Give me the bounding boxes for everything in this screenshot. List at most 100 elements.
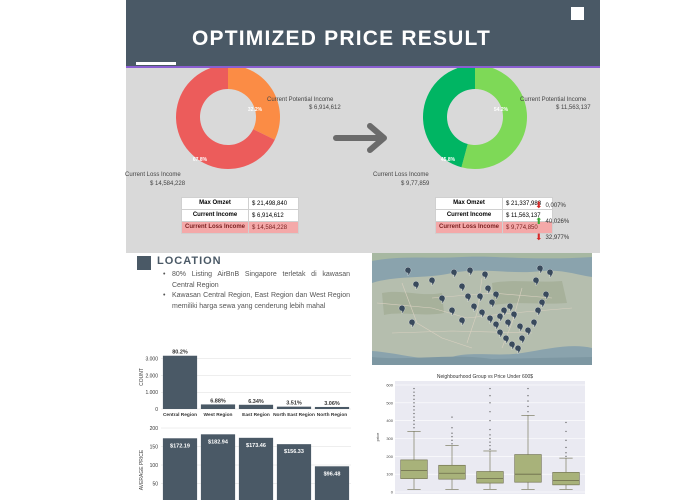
bar-data-label: $182.94 (208, 439, 229, 445)
metric-label: Current Loss Income (434, 221, 504, 234)
box-outlier (413, 409, 415, 411)
box (476, 471, 504, 484)
y-tick-label: 300 (386, 436, 393, 441)
location-title: LOCATION (157, 255, 222, 267)
map-pin-icon (530, 319, 538, 329)
donut-percent-label: 45.8% (441, 157, 456, 163)
location-bullets: 80% Listing AirBnB Singapore terletak di… (162, 270, 350, 312)
after-metrics-table: Max Omzet $ 21,337,988 Current Income $ 11… (434, 197, 554, 234)
box-outlier (451, 416, 453, 418)
donut-percent-label: 67.8% (193, 157, 208, 163)
box-outlier (451, 443, 453, 445)
map-pin-icon (438, 295, 446, 305)
before-loss-value: $ 14,584,228 (150, 181, 186, 187)
bar-data-label: $96.48 (324, 471, 341, 477)
box-outlier (413, 405, 415, 408)
y-tick-label: 400 (386, 418, 393, 423)
map-pin-icon (464, 293, 472, 303)
metric-label: Current Income (180, 209, 250, 222)
price-boxplot-chart: Neighbourhood Group vs Price Under 600$ … (375, 374, 585, 495)
change-value: 0,007% (545, 203, 566, 210)
map-pin-icon (500, 307, 508, 317)
y-tick-label: 200 (150, 426, 159, 432)
map-pin-icon (502, 335, 510, 345)
after-potential-value: $ 11,563,137 (556, 105, 591, 111)
y-tick-label: 3.000 (145, 357, 158, 363)
metric-label: Max Omzet (434, 197, 504, 210)
map-pin-icon (450, 269, 458, 279)
map-pin-icon (476, 293, 484, 303)
map-pin-icon (508, 341, 516, 351)
map-pin-icon (488, 299, 496, 309)
map-pin-icon (458, 283, 466, 293)
y-tick-label: 100 (386, 472, 393, 477)
after-loss-label: Current Loss Income (373, 172, 429, 178)
y-tick-label: 600 (386, 383, 393, 388)
list-item: Kawasan Central Region, East Region dan … (162, 291, 350, 312)
donut-after: 54.2% 45.8% (423, 68, 527, 169)
table-row: Max Omzet $ 21,498,840 (180, 197, 300, 210)
bar-data-label: 6.88% (210, 398, 226, 404)
map-pin-icon (532, 277, 540, 287)
box (400, 459, 428, 479)
region-count-chart: 0 1.000 2.000 3.000 80.2% 6.88% 6.34% 3.51% 3.0… (139, 350, 351, 417)
map-pin-icon (484, 285, 492, 295)
metric-value: $ 14,584,228 (248, 221, 300, 234)
donut-before: 32.2% 67.8% (176, 68, 280, 169)
before-potential-label: Current Potential Income (267, 97, 334, 103)
change-value: 40,026% (545, 219, 570, 226)
table-row: Max Omzet $ 21,337,988 (434, 197, 554, 210)
map-pin-icon (481, 271, 489, 281)
bar (238, 404, 274, 409)
map-pin-icon (492, 321, 500, 331)
bar-data-label: 3.51% (286, 401, 302, 407)
y-tick-label: 2.000 (145, 373, 158, 379)
map-pin-icon (466, 267, 474, 277)
change-value: 32,977% (545, 235, 570, 242)
map-pin-icon (536, 265, 544, 275)
price-axis-label: AVERAGE PRICE (139, 449, 145, 490)
summary-slide: OPTIMIZED PRICE RESULT 32.2% 67.8% 54.2% 4… (125, 0, 600, 253)
donut-percent-label: 54.2% (494, 107, 509, 113)
x-tick-label: North Region (317, 412, 347, 417)
donut-slice-loss (423, 68, 475, 168)
metric-label: Current Loss Income (180, 221, 250, 234)
bar (200, 404, 236, 409)
map-pin-icon (524, 327, 532, 337)
x-tick-label: Central Region (163, 412, 197, 417)
map-pin-icon (492, 291, 500, 301)
header-divider (126, 66, 600, 68)
y-tick-label: 500 (386, 400, 393, 405)
bar (238, 437, 274, 500)
change-current-income: ⬆ 40,026% (535, 216, 569, 227)
box (438, 464, 466, 480)
map-pin-icon (542, 291, 550, 301)
box-outlier (489, 444, 491, 447)
map-pin-icon (538, 299, 546, 309)
y-tick-label: 100 (150, 463, 159, 469)
count-axis-label: COUNT (139, 368, 145, 386)
y-tick-label: 1.000 (145, 390, 158, 396)
header-accent (136, 62, 176, 65)
donut-percent-label: 32.2% (248, 107, 263, 113)
arrow-down-icon: ⬇ (535, 232, 543, 242)
box (552, 472, 580, 486)
bar-data-label: $172.19 (170, 443, 190, 449)
metric-value: $ 9,774,850 (502, 221, 554, 234)
y-tick-label: 50 (152, 481, 158, 487)
metric-label: Max Omzet (180, 197, 250, 210)
before-potential-value: $ 6,914,612 (309, 105, 341, 111)
box-outlier (413, 416, 415, 418)
map-pin-icon (546, 269, 554, 279)
bar (162, 438, 198, 500)
bar (276, 444, 312, 500)
donut-slice-potential (228, 68, 280, 140)
y-tick-label: 0 (155, 407, 158, 413)
map-pin-icon (412, 281, 420, 291)
map-pin-icon (458, 317, 466, 327)
bar (276, 406, 312, 409)
x-tick-label: North East Region (273, 412, 315, 417)
map-pin-icon (514, 345, 522, 355)
map-pin-icon (516, 323, 524, 333)
boxplot-y-label: price (375, 432, 380, 441)
